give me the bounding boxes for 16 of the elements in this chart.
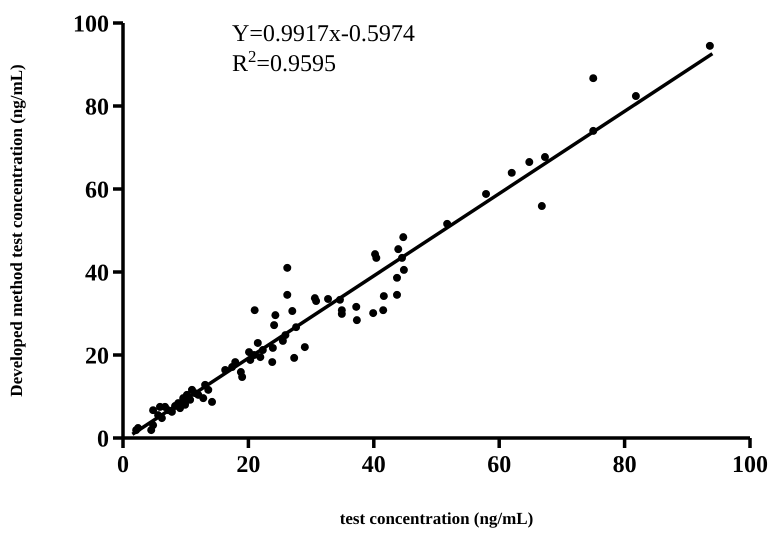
x-tick-label: 20 xyxy=(236,452,260,478)
x-tick-label: 80 xyxy=(612,452,637,478)
y-axis-title: Developed method test concentration (ng/mL) xyxy=(7,64,26,397)
annotation: R$^{2}$=0.9595 xyxy=(232,46,336,77)
y-tick-label: 100 xyxy=(73,11,109,38)
y-tick-label: 60 xyxy=(85,177,109,204)
annotation: Y=0.9917x-0.5974 xyxy=(232,21,415,47)
x-axis-title: test concentration (ng/mL) xyxy=(340,509,534,528)
y-tick-label: 40 xyxy=(85,260,109,286)
x-tick-label: 100 xyxy=(732,452,768,478)
y-tick-label: 20 xyxy=(85,343,109,370)
x-tick-label: 60 xyxy=(487,452,512,478)
x-tick-label: 40 xyxy=(362,452,386,478)
x-tick-label: 0 xyxy=(117,452,129,478)
y-tick-label: 80 xyxy=(85,94,109,120)
y-tick-label: 0 xyxy=(97,426,109,452)
